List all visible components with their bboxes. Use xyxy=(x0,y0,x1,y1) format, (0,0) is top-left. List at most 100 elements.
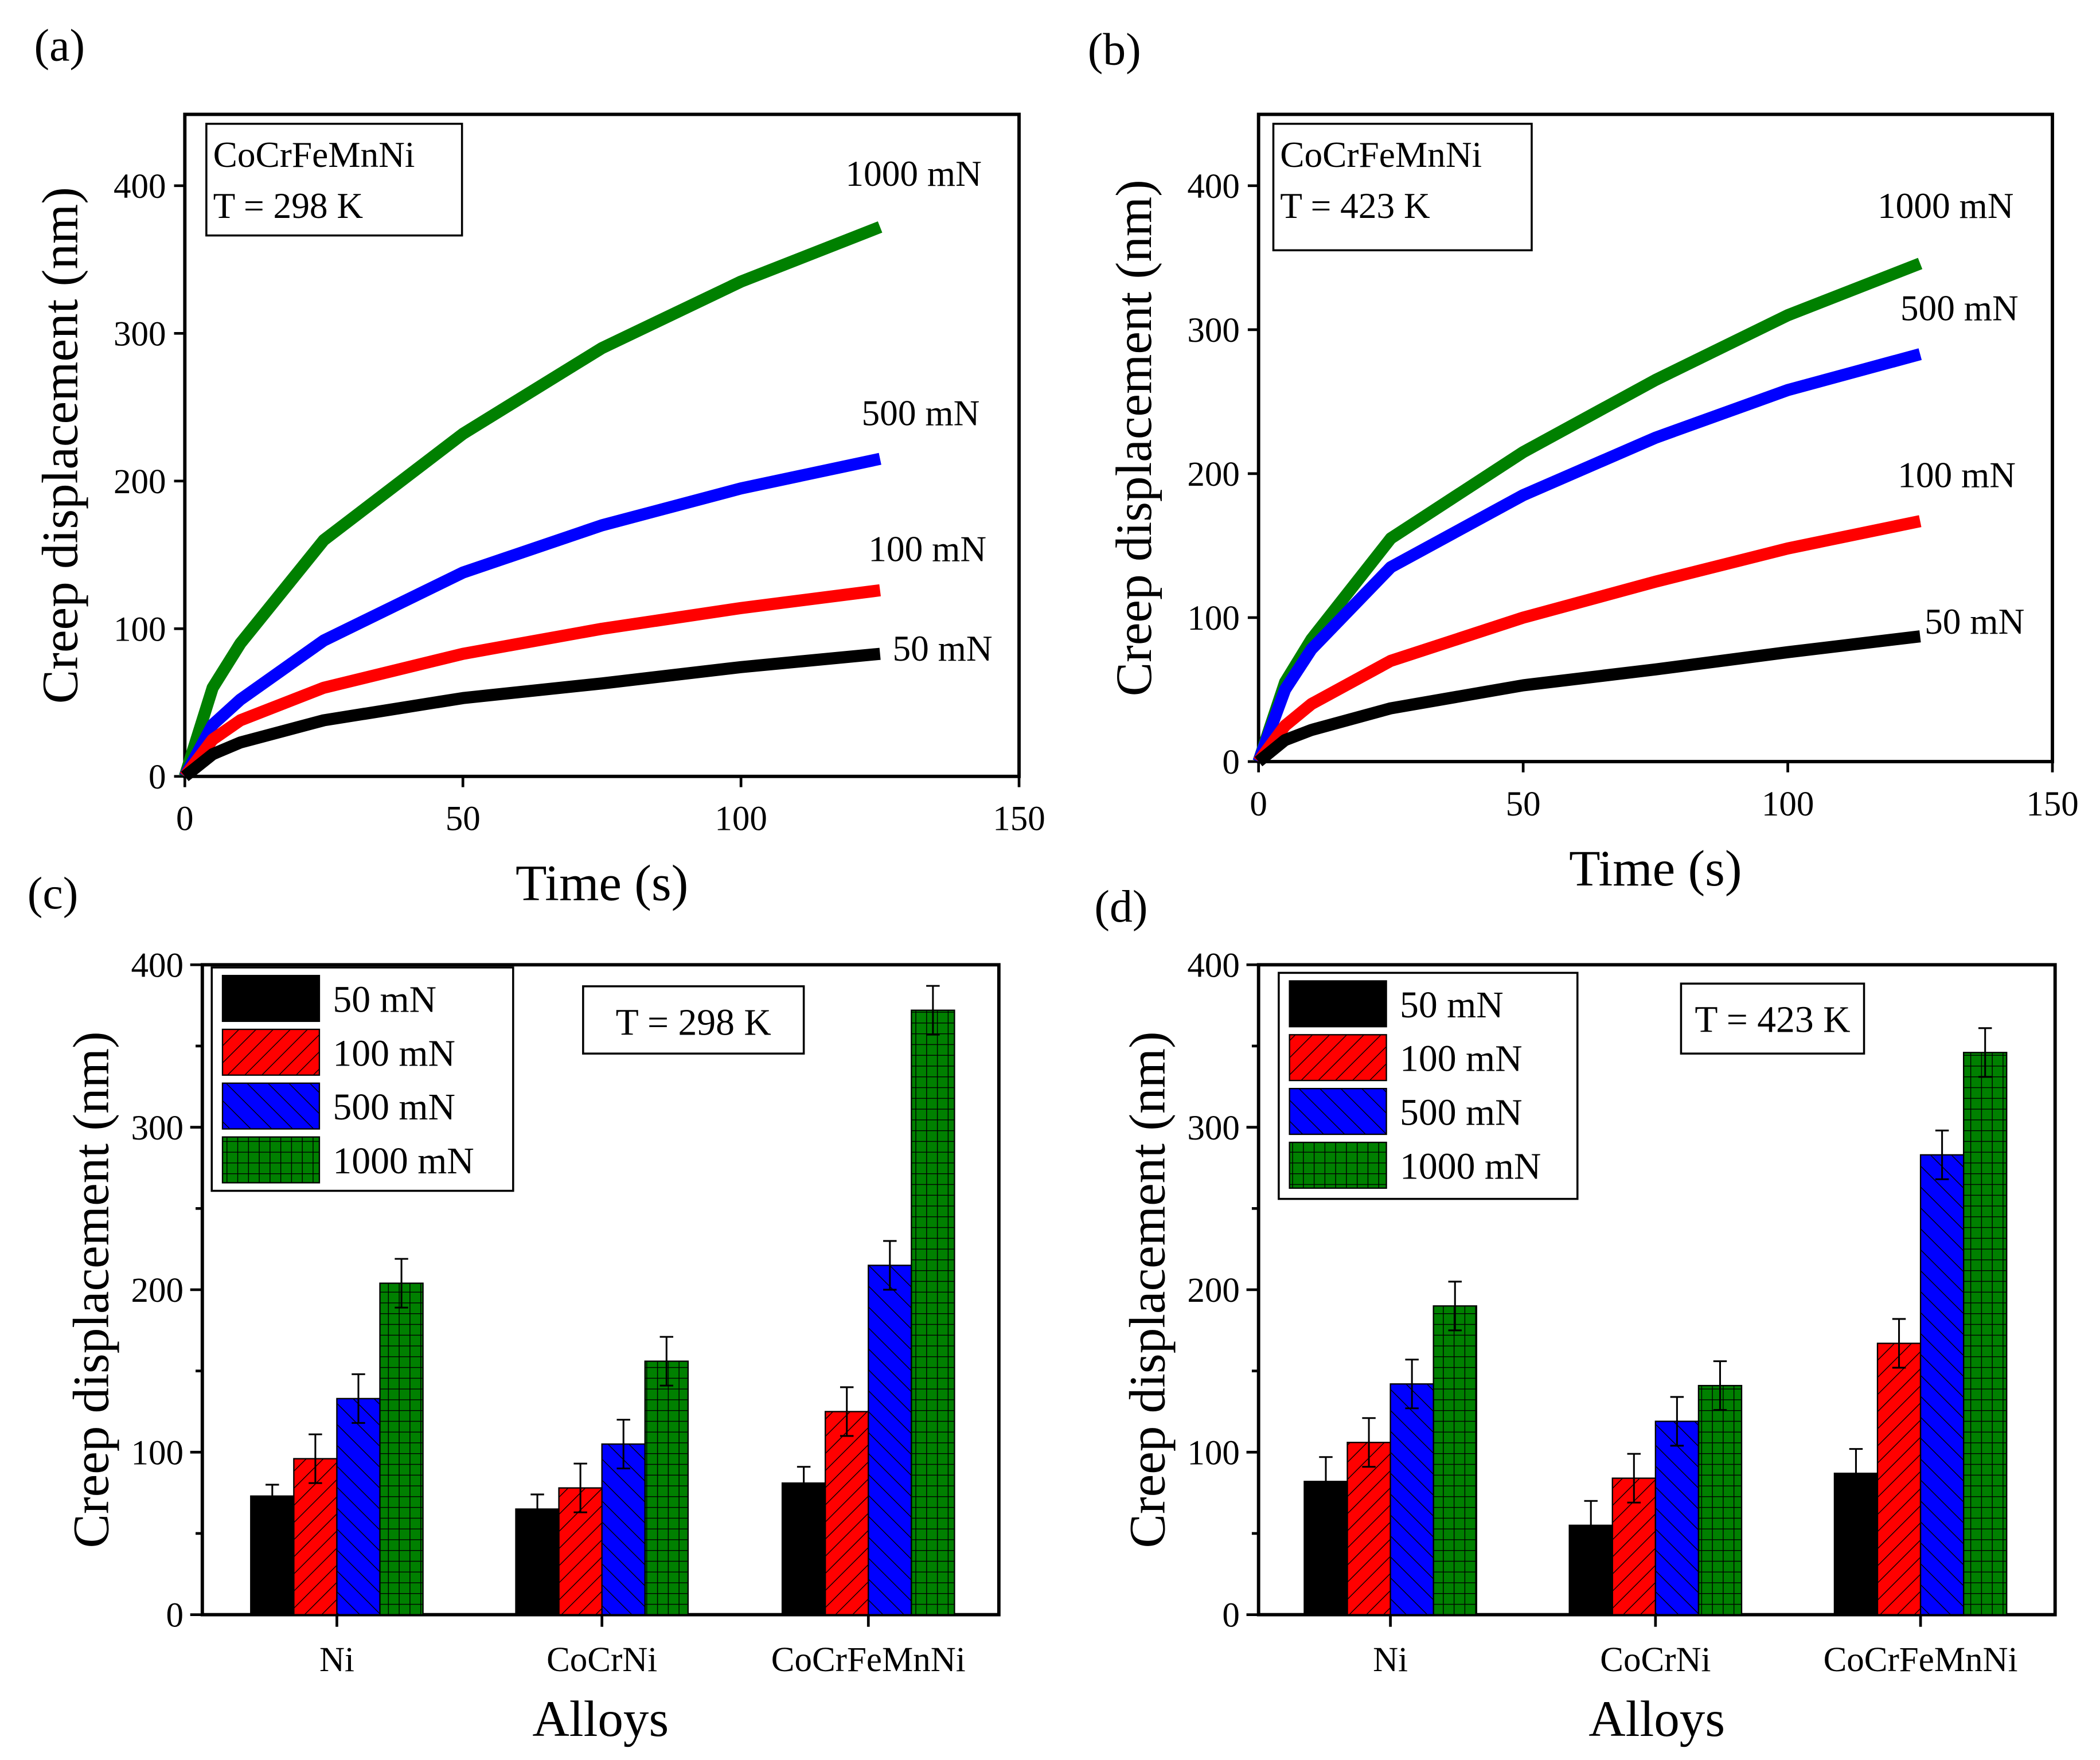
x-tick-label: 50 xyxy=(1506,785,1541,824)
x-tick-label: 100 xyxy=(715,800,767,838)
series-label: 500 mN xyxy=(862,393,980,433)
annotation-title: CoCrFeMnNi xyxy=(1280,135,1482,175)
bar-100mN xyxy=(1876,1343,1922,1615)
annotation-box xyxy=(582,985,805,1055)
error-bar xyxy=(352,1373,365,1424)
error-bar xyxy=(1670,1396,1684,1447)
x-tick-label: 0 xyxy=(176,800,194,838)
x-axis-label: Alloys xyxy=(532,1691,669,1747)
category-label: CoCrNi xyxy=(1600,1641,1711,1679)
bar-500mN xyxy=(1389,1383,1434,1615)
legend-swatch xyxy=(221,974,321,1023)
panel-label: (a) xyxy=(34,21,85,71)
error-bar xyxy=(1405,1359,1419,1410)
series-label: 100 mN xyxy=(868,529,986,569)
bar-500mN xyxy=(1919,1154,1965,1615)
bar-100mN xyxy=(1346,1442,1391,1615)
x-tick-label: 100 xyxy=(1762,785,1814,824)
annotation-temperature: T = 298 K xyxy=(616,1001,771,1043)
plot-frame xyxy=(183,112,1021,778)
series-line-1000mN xyxy=(179,221,883,778)
error-bar xyxy=(659,1336,674,1387)
y-tick-label: 0 xyxy=(1222,1597,1240,1635)
legend-swatch xyxy=(221,1082,321,1130)
y-tick-label: 400 xyxy=(114,167,166,206)
bar-500mN xyxy=(1654,1421,1700,1615)
category-label: CoCrFeMnNi xyxy=(1824,1641,2018,1679)
x-tick-label: 150 xyxy=(2026,785,2079,824)
error-bar xyxy=(1627,1453,1641,1504)
error-bar xyxy=(926,985,940,1036)
legend-label: 1000 mN xyxy=(333,1140,474,1182)
y-tick-label: 300 xyxy=(131,1109,184,1148)
y-tick-label: 300 xyxy=(114,315,166,353)
panel-label: (b) xyxy=(1088,25,1141,75)
error-bar xyxy=(1892,1318,1906,1369)
bar-500mN xyxy=(336,1398,381,1615)
error-bar xyxy=(573,1462,587,1513)
panel-label: (d) xyxy=(1094,881,1147,932)
legend-label: 50 mN xyxy=(1400,984,1504,1026)
series-label: 1000 mN xyxy=(845,154,982,194)
series-label: 500 mN xyxy=(1900,288,2019,328)
legend-label: 50 mN xyxy=(333,978,436,1020)
legend-label: 100 mN xyxy=(1400,1038,1522,1080)
series-line-1000mN xyxy=(1252,257,1923,764)
bar-100mN xyxy=(824,1411,869,1615)
annotation-temperature: T = 423 K xyxy=(1280,186,1430,226)
series-label: 100 mN xyxy=(1898,455,2016,495)
annotation-box xyxy=(1680,982,1865,1055)
line-chart-a: (a) 0 50 100 150 0 100 200 300 400 Time (s) Creep d… xyxy=(33,21,1045,912)
bar-1000mN xyxy=(379,1282,424,1615)
y-tick-label: 0 xyxy=(1222,743,1240,782)
error-bar xyxy=(530,1493,544,1525)
error-bar xyxy=(1849,1448,1863,1499)
bar-1000mN xyxy=(911,1009,955,1615)
bar-500mN xyxy=(601,1443,646,1615)
y-tick-label: 400 xyxy=(1187,167,1240,206)
category-label: CoCrFeMnNi xyxy=(771,1641,966,1679)
annotation-title: CoCrFeMnNi xyxy=(213,135,415,175)
y-tick-label: 100 xyxy=(131,1434,184,1472)
legend-swatch xyxy=(1289,1034,1387,1082)
y-tick-label: 100 xyxy=(1187,1434,1240,1472)
error-bar xyxy=(1935,1129,1949,1180)
error-bar xyxy=(1362,1417,1376,1468)
legend-label: 500 mN xyxy=(333,1086,455,1128)
line-chart-b: (b) 0 50 100 150 0 100 200 300 400 Time (s) Creep d… xyxy=(1088,25,2079,897)
error-bar xyxy=(883,1240,897,1291)
y-tick-label: 0 xyxy=(149,758,166,797)
x-tick-label: 150 xyxy=(993,800,1045,838)
y-tick-label: 200 xyxy=(131,1271,184,1310)
legend-swatch xyxy=(1289,980,1387,1028)
y-tick-label: 400 xyxy=(131,946,184,985)
error-bar xyxy=(1584,1500,1598,1551)
x-tick-label: 50 xyxy=(446,800,481,838)
bar-1000mN xyxy=(1697,1384,1743,1615)
bar-1000mN xyxy=(1432,1305,1477,1615)
y-tick-label: 400 xyxy=(1187,946,1240,985)
category-label: CoCrNi xyxy=(547,1641,657,1679)
legend-label: 1000 mN xyxy=(1400,1145,1541,1187)
y-tick-label: 100 xyxy=(1187,599,1240,638)
error-bar xyxy=(1319,1456,1333,1507)
series-label: 50 mN xyxy=(892,629,992,669)
y-tick-label: 0 xyxy=(166,1597,183,1635)
panel-label: (c) xyxy=(28,868,79,919)
bar-50mN xyxy=(781,1482,826,1615)
category-label: Ni xyxy=(1373,1641,1408,1679)
series-line-500mN xyxy=(179,452,881,779)
plot-frame xyxy=(1256,112,2054,763)
bar-1000mN xyxy=(644,1360,689,1615)
error-bar xyxy=(840,1386,854,1437)
series-label: 1000 mN xyxy=(1877,186,2014,226)
bar-chart-c: (c) 0 100 200 300 400 Ni CoCrNi CoCrFeMnNi Alloys… xyxy=(28,868,1001,1747)
category-label: Ni xyxy=(319,1641,354,1679)
error-bar xyxy=(1978,1027,1992,1078)
legend-swatch xyxy=(1289,1141,1387,1189)
y-tick-label: 200 xyxy=(1187,1271,1240,1310)
legend-label: 500 mN xyxy=(1400,1092,1522,1134)
y-tick-label: 200 xyxy=(1187,455,1240,494)
y-tick-label: 300 xyxy=(1187,1109,1240,1148)
